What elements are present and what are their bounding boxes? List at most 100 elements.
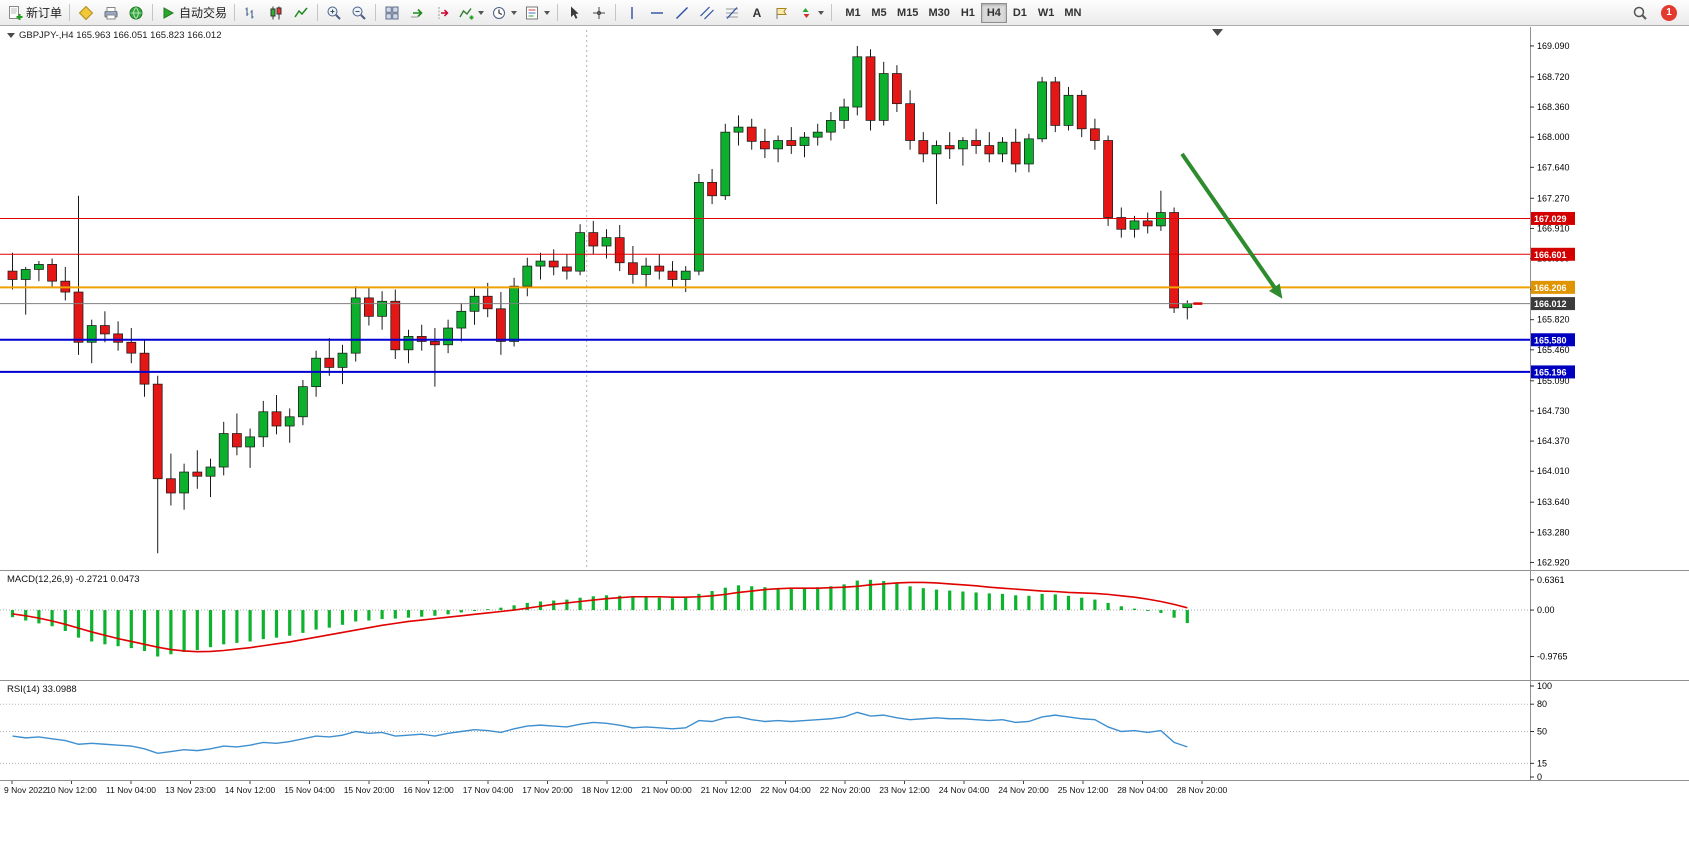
new-order-label: 新订单 — [26, 6, 63, 20]
chart-shift-icon — [438, 6, 449, 19]
candles-layer — [7, 45, 1193, 554]
candle — [350, 297, 361, 354]
svg-text:9 Nov 2022: 9 Nov 2022 — [4, 785, 48, 795]
periods-button[interactable] — [488, 2, 520, 24]
svg-text:11 Nov 04:00: 11 Nov 04:00 — [106, 785, 156, 795]
candle — [509, 285, 519, 342]
candle — [73, 291, 84, 343]
macd-panel[interactable]: 0.6361 0.00 -0.9765 — [0, 575, 1568, 662]
candle — [562, 266, 572, 272]
svg-text:166.910: 166.910 — [1537, 223, 1570, 233]
search-button[interactable] — [1628, 2, 1652, 24]
candle — [126, 341, 137, 354]
svg-text:21 Nov 00:00: 21 Nov 00:00 — [641, 785, 692, 795]
candle — [1142, 220, 1153, 227]
template-icon — [526, 6, 539, 19]
fibonacci-button[interactable] — [720, 2, 744, 24]
candle — [20, 269, 31, 280]
community-button[interactable] — [124, 2, 148, 24]
svg-text:22 Nov 20:00: 22 Nov 20:00 — [820, 785, 871, 795]
shapes-button[interactable] — [795, 2, 827, 24]
svg-text:165.090: 165.090 — [1537, 376, 1570, 386]
horizontal-line-button[interactable] — [645, 2, 669, 24]
candle — [760, 140, 770, 150]
chart-window[interactable]: 169.090 168.720 168.360 168.000 167.640 167.2… — [0, 26, 1689, 862]
candle — [100, 325, 110, 335]
candle — [324, 357, 335, 368]
chart-shift-button[interactable] — [430, 2, 454, 24]
auto-scroll-button[interactable] — [405, 2, 429, 24]
chart-canvas[interactable]: 169.090 168.720 168.360 168.000 167.640 167.2… — [0, 26, 1689, 862]
notification-badge[interactable]: 1 — [1661, 4, 1677, 21]
zoom-in-button[interactable] — [322, 2, 346, 24]
collapse-triangle-icon[interactable] — [7, 33, 15, 38]
svg-text:100: 100 — [1537, 681, 1552, 691]
timeframe-button-m5[interactable]: M5 — [866, 3, 892, 23]
bar-chart-button[interactable] — [239, 2, 263, 24]
candle — [680, 270, 691, 280]
timeframe-button-d1[interactable]: D1 — [1007, 3, 1033, 23]
trendline-button[interactable] — [670, 2, 694, 24]
svg-text:13 Nov 23:00: 13 Nov 23:00 — [165, 785, 216, 795]
line-chart-button[interactable] — [289, 2, 313, 24]
panel-dividers[interactable] — [0, 27, 1689, 781]
svg-text:163.280: 163.280 — [1537, 527, 1570, 537]
candle — [878, 73, 889, 121]
rsi-panel[interactable]: 100 80 50 15 0 — [0, 681, 1552, 782]
timeframe-button-w1[interactable]: W1 — [1033, 3, 1060, 23]
autotrading-button[interactable]: 自动交易 — [157, 2, 230, 24]
timeframe-button-m30[interactable]: M30 — [923, 3, 954, 23]
candle — [971, 140, 981, 146]
tile-windows-button[interactable] — [380, 2, 404, 24]
printer-icon — [104, 6, 118, 19]
label-button[interactable] — [770, 2, 794, 24]
timeframe-button-h4[interactable]: H4 — [980, 2, 1007, 23]
chart-shift-marker-icon[interactable] — [1212, 29, 1223, 36]
candle — [1169, 212, 1179, 309]
zoom-out-button[interactable] — [347, 2, 371, 24]
price-tag: 165.580 — [1531, 333, 1575, 347]
toolbar-separator — [69, 4, 71, 21]
candle — [192, 471, 203, 477]
search-icon — [1633, 6, 1647, 20]
timeframe-button-m15[interactable]: M15 — [892, 3, 923, 23]
candle — [1076, 94, 1087, 130]
new-order-icon — [9, 5, 23, 20]
candlestick-chart-button[interactable] — [264, 2, 288, 24]
price-axis[interactable]: 169.090 168.720 168.360 168.000 167.640 167.2… — [1530, 41, 1575, 568]
svg-text:164.370: 164.370 — [1537, 436, 1570, 446]
templates-button[interactable] — [521, 2, 553, 24]
candle — [1063, 94, 1074, 126]
indicators-button[interactable] — [455, 2, 487, 24]
channel-button[interactable] — [695, 2, 719, 24]
candle — [284, 416, 295, 427]
timeframe-button-m1[interactable]: M1 — [840, 3, 866, 23]
candle — [958, 140, 968, 150]
cursor-button[interactable] — [562, 2, 586, 24]
svg-text:24 Nov 04:00: 24 Nov 04:00 — [939, 785, 990, 795]
crosshair-button[interactable] — [587, 2, 611, 24]
svg-text:28 Nov 04:00: 28 Nov 04:00 — [1117, 785, 1168, 795]
toolbar: 新订单 自动交易 — [0, 0, 1689, 26]
print-button[interactable] — [99, 2, 123, 24]
new-order-button[interactable]: 新订单 — [4, 2, 65, 24]
candle — [258, 411, 269, 438]
candle — [390, 300, 401, 351]
candle — [654, 265, 665, 272]
main-chart-pane[interactable] — [0, 29, 1530, 570]
candle — [812, 131, 823, 138]
timeframe-button-mn[interactable]: MN — [1059, 3, 1086, 23]
vertical-line-button[interactable] — [620, 2, 644, 24]
chart-title-text: GBPJPY-,H4 165.963 166.051 165.823 166.0… — [19, 30, 222, 41]
candle — [482, 295, 493, 310]
candle — [628, 262, 638, 275]
candle — [152, 383, 163, 480]
candle — [601, 237, 612, 247]
svg-text:15 Nov 04:00: 15 Nov 04:00 — [284, 785, 335, 795]
trend-arrow[interactable] — [1180, 152, 1283, 299]
metaeditor-button[interactable] — [74, 2, 98, 24]
timeframe-button-h1[interactable]: H1 — [955, 3, 981, 23]
text-button[interactable]: A — [745, 2, 769, 24]
candle — [575, 232, 585, 272]
